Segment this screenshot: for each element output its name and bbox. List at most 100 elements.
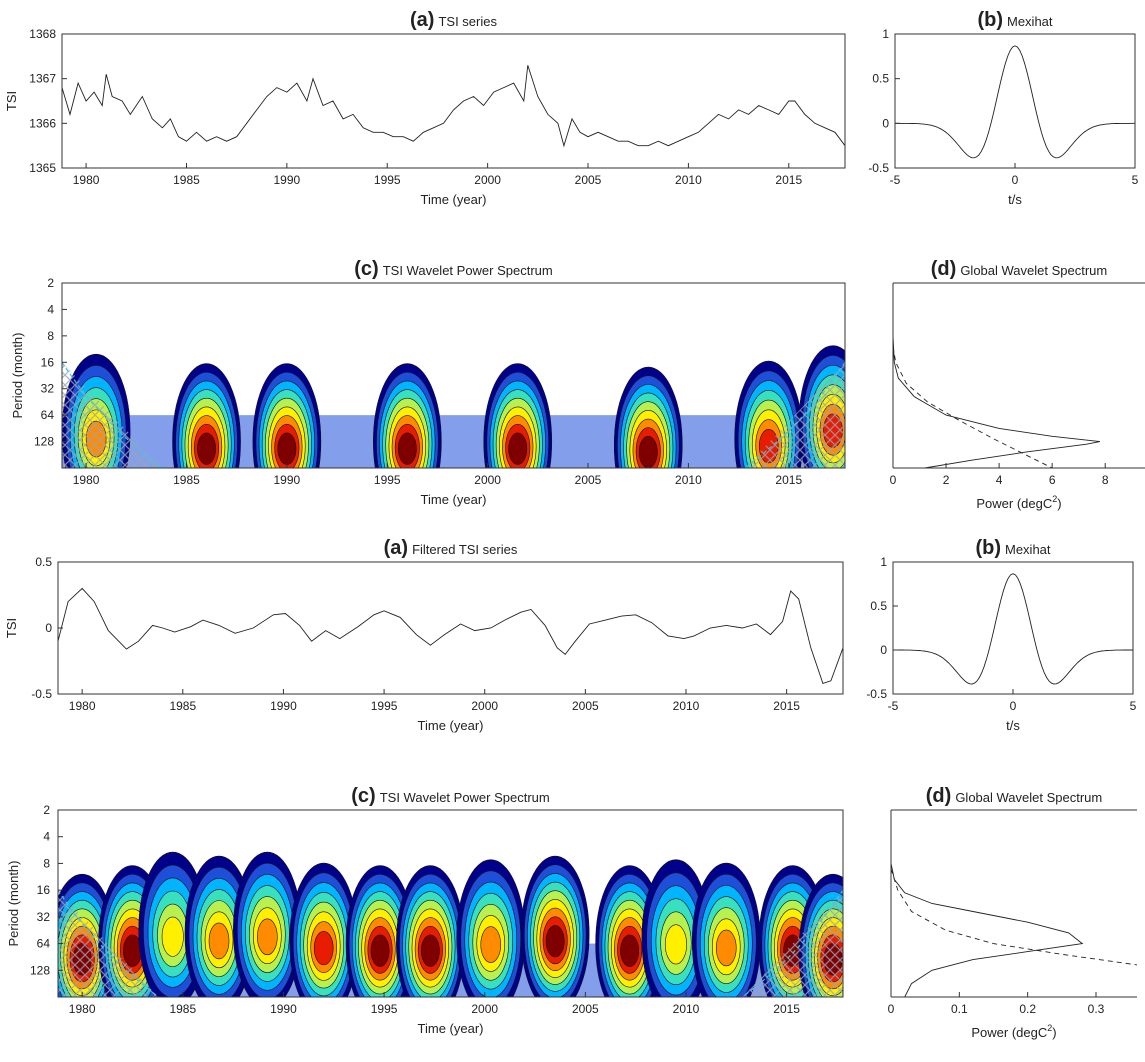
x-tick-label: 1980 <box>69 1002 96 1016</box>
x-tick-label: 2000 <box>471 699 498 713</box>
x-axis-label: t/s <box>1008 192 1022 207</box>
chart-title: (c) TSI Wavelet Power Spectrum <box>354 258 552 280</box>
coi-hatch-right <box>742 890 843 997</box>
power-blob <box>641 859 711 997</box>
title-letter: (b) <box>975 537 1001 559</box>
coi-line-right <box>744 361 845 468</box>
y-tick-label: 0.5 <box>870 599 887 613</box>
x-tick-label: 1990 <box>270 699 297 713</box>
x-tick-label: 2015 <box>773 1002 800 1016</box>
x-tick-label: 1985 <box>173 473 200 487</box>
coi-hatch-right <box>744 362 845 468</box>
x-tick-label: 1980 <box>69 699 96 713</box>
x-tick-label: 4 <box>996 473 1003 487</box>
title-text: Global Wavelet Spectrum <box>960 263 1107 278</box>
y-tick-label: 128 <box>34 435 54 449</box>
x-tick-label: 0 <box>1012 173 1019 187</box>
panel-c1: (c) TSI Wavelet Power Spectrum 1980 1985 199… <box>10 258 846 507</box>
x-tick-label: 2005 <box>575 173 602 187</box>
x-tick-label: 0.2 <box>1019 1002 1036 1016</box>
plot-frame <box>61 33 846 169</box>
y-tick-label: 0 <box>882 116 889 130</box>
power-contour <box>313 930 334 966</box>
coi-line-left <box>62 361 163 468</box>
power-contour <box>480 926 502 963</box>
wavelet-curve <box>893 573 1133 685</box>
y-tick-label: 2 <box>47 276 54 290</box>
x-tick-label: 1990 <box>270 1002 297 1016</box>
title-letter: (d) <box>931 258 957 280</box>
power-contour <box>638 436 658 468</box>
power-contour <box>715 929 737 967</box>
power-contour <box>161 916 184 957</box>
x-axis-label: Power (degC2) <box>976 494 1061 511</box>
title-letter: (a) <box>384 537 408 559</box>
title-text: Mexihat <box>1005 542 1051 557</box>
title-letter: (c) <box>354 258 378 280</box>
power-contour <box>620 934 640 967</box>
x-tick-label: 0.3 <box>1088 1002 1105 1016</box>
y-tick-label: 1 <box>880 555 887 569</box>
title-text: TSI series <box>438 14 497 29</box>
y-tick-label: 1367 <box>29 72 56 86</box>
plot-frame <box>57 809 844 998</box>
panel-d2: (d) Global Wavelet Spectrum 0 0.1 0.2 0.3 Powe… <box>888 785 1138 1040</box>
power-contour <box>370 934 390 967</box>
x-axis-label: Time (year) <box>421 492 487 507</box>
chart-title: (d) Global Wavelet Spectrum <box>926 785 1102 807</box>
spectrum-area <box>62 283 845 468</box>
x-tick-label: 2000 <box>474 173 501 187</box>
power-blob <box>520 855 590 997</box>
y-tick-label: -0.5 <box>866 687 887 701</box>
x-tick-label: -5 <box>888 699 899 713</box>
y-tick-label: -0.5 <box>868 161 889 175</box>
title-text: Mexihat <box>1007 14 1053 29</box>
y-tick-label: 32 <box>41 382 55 396</box>
x-tick-label: 2015 <box>775 173 802 187</box>
y-tick-label: 8 <box>43 856 50 870</box>
y-tick-label: 2 <box>43 803 50 817</box>
coi-hatch-left <box>62 362 163 468</box>
x-tick-label: -5 <box>890 173 901 187</box>
coi-line-right <box>742 889 843 997</box>
y-axis-label: Period (month) <box>6 861 21 947</box>
power-contour <box>545 925 565 958</box>
title-letter: (a) <box>410 9 434 31</box>
x-axis-label: Time (year) <box>418 1021 484 1036</box>
y-axis-label: TSI <box>4 618 19 638</box>
x-tick-label: 1995 <box>371 699 398 713</box>
title-letter: (d) <box>926 785 952 807</box>
x-tick-label: 2015 <box>775 473 802 487</box>
power-blob <box>345 865 415 997</box>
chart-title: (d) Global Wavelet Spectrum <box>931 258 1107 280</box>
significance-line <box>892 346 1053 469</box>
x-tick-label: 2005 <box>575 473 602 487</box>
x-tick-label: 1995 <box>371 1002 398 1016</box>
power-blob <box>289 862 358 997</box>
chart-title: (a) TSI series <box>410 9 497 31</box>
power-contour <box>397 432 417 465</box>
coi-line-left <box>58 889 159 997</box>
power-blob <box>691 862 761 997</box>
spectrum-area <box>58 810 843 997</box>
y-tick-label: 16 <box>37 883 51 897</box>
power-blob <box>233 851 302 997</box>
chart-title: (c) TSI Wavelet Power Spectrum <box>351 785 549 807</box>
x-tick-label: 1995 <box>374 473 401 487</box>
plot-frame <box>61 282 846 469</box>
y-axis-label: Period (month) <box>10 333 25 419</box>
x-tick-label: 0 <box>1010 699 1017 713</box>
power-contour <box>420 934 440 967</box>
title-text: TSI Wavelet Power Spectrum <box>383 263 553 278</box>
wavelet-curve <box>895 45 1135 159</box>
x-tick-label: 8 <box>1102 473 1109 487</box>
x-tick-label: 5 <box>1132 173 1139 187</box>
x-tick-label: 2005 <box>572 699 599 713</box>
x-tick-label: 0 <box>888 1002 895 1016</box>
y-tick-label: 128 <box>30 963 50 977</box>
title-letter: (c) <box>351 785 375 807</box>
y-tick-label: 8 <box>47 329 54 343</box>
x-tick-label: 0 <box>890 473 897 487</box>
chart-title: (b) Mexihat <box>977 9 1052 31</box>
